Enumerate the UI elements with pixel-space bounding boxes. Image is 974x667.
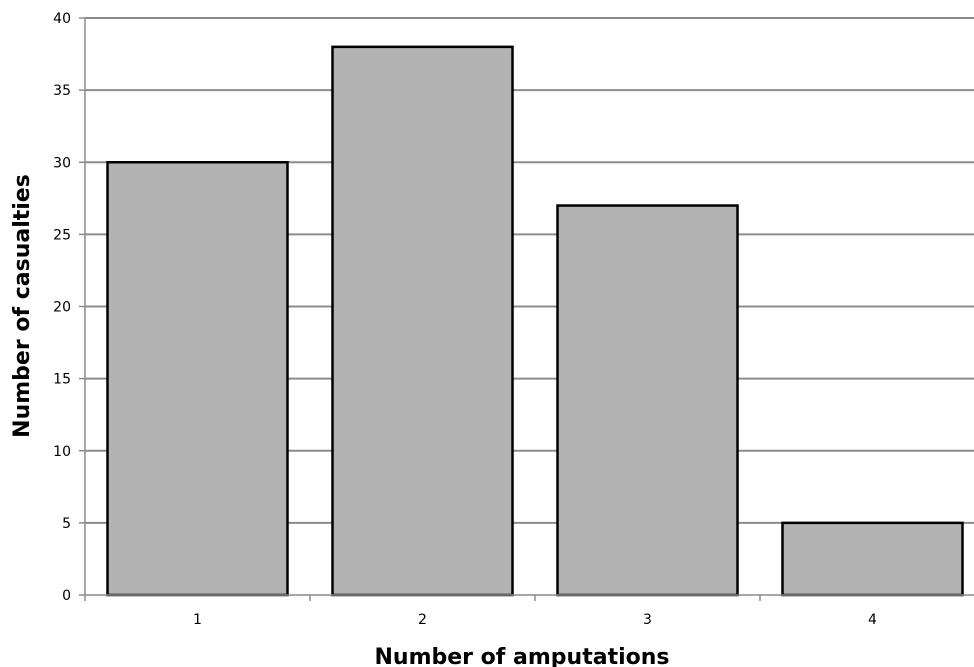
x-tick-label-4: 4 bbox=[868, 612, 877, 628]
x-tick-label-1: 1 bbox=[193, 612, 202, 628]
y-tick-label-25: 25 bbox=[53, 227, 71, 243]
x-tick-label-2: 2 bbox=[418, 612, 427, 628]
x-axis-title: Number of amputations bbox=[375, 645, 670, 667]
y-axis-title: Number of casualties bbox=[10, 174, 35, 438]
y-tick-label-30: 30 bbox=[53, 155, 71, 171]
bar-2 bbox=[331, 45, 514, 597]
y-tick-label-5: 5 bbox=[62, 516, 71, 532]
y-tick-label-15: 15 bbox=[53, 372, 71, 388]
bars bbox=[106, 45, 964, 597]
y-tick-label-10: 10 bbox=[53, 444, 71, 460]
y-axis-ticks: 0 5 10 15 20 25 30 35 40 bbox=[53, 11, 86, 604]
y-tick-label-20: 20 bbox=[53, 300, 71, 316]
bar-4 bbox=[781, 521, 964, 597]
x-axis: 1 2 3 4 bbox=[84, 594, 974, 628]
y-tick-label-40: 40 bbox=[53, 11, 71, 27]
y-tick-label-0: 0 bbox=[62, 588, 71, 604]
y-tick-label-35: 35 bbox=[53, 83, 71, 99]
x-tick-label-3: 3 bbox=[643, 612, 652, 628]
bar-3 bbox=[556, 204, 739, 597]
bar-1 bbox=[106, 161, 289, 597]
